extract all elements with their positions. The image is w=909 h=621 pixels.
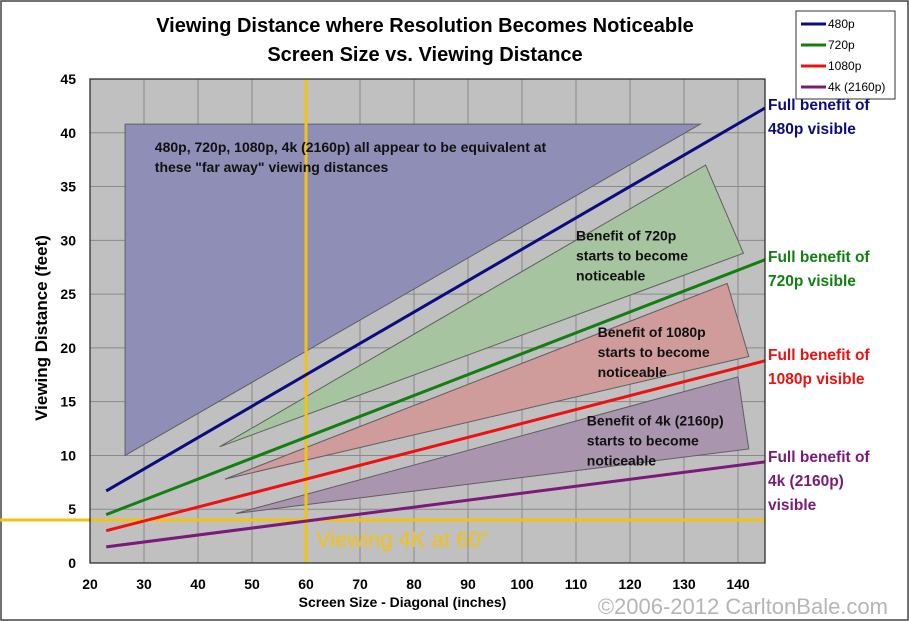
legend-label: 480p [828,17,855,31]
y-tick-label: 0 [68,555,76,571]
region-benefit-720p [219,164,745,448]
x-tick-label: 140 [726,576,750,592]
x-tick-label: 100 [510,576,534,592]
series-line-1080p [105,359,766,533]
region-label-benefit-720p: Benefit of 720p [576,227,676,243]
x-tick-label: 30 [136,576,152,592]
series-line-480p [105,106,766,493]
end-label-480p: 480p visible [768,121,856,138]
end-label-720p: 720p visible [768,273,856,290]
end-label-480p: Full benefit of [768,97,870,114]
chart-title: Viewing Distance where Resolution Become… [156,15,694,37]
y-tick-label: 45 [60,71,76,87]
x-tick-label: 60 [298,576,314,592]
region-label-benefit-1080p: starts to become [598,344,710,360]
region-label-all-equivalent: 480p, 720p, 1080p, 4k (2160p) all appear… [155,139,547,155]
region-label-benefit-4k: Benefit of 4k (2160p) [587,412,724,428]
region-benefit-4k [235,376,750,515]
plot-border [89,78,766,564]
series-line-720p [105,258,766,516]
region-label-benefit-720p: noticeable [576,267,645,283]
y-tick-label: 20 [60,340,76,356]
copyright-text: ©2006-2012 CarltonBale.com [598,594,888,619]
end-label-720p: Full benefit of [768,249,870,266]
region-label-benefit-1080p: Benefit of 1080p [598,324,706,340]
region-label-benefit-1080p: noticeable [598,364,667,380]
region-label-benefit-4k: noticeable [587,452,656,468]
chart-subtitle: Screen Size vs. Viewing Distance [267,44,582,66]
end-label-4k-2160p-: Full benefit of [768,449,870,466]
region-label-benefit-4k: starts to become [587,432,699,448]
x-tick-label: 90 [460,576,476,592]
x-tick-label: 130 [672,576,696,592]
y-tick-label: 10 [60,447,76,463]
x-tick-label: 110 [565,576,588,592]
legend-box [795,10,896,100]
legend-label: 1080p [828,59,862,73]
region-label-all-equivalent: these "far away" viewing distances [155,159,389,175]
x-tick-label: 120 [618,576,642,592]
end-label-4k-2160p-: visible [768,497,817,514]
y-axis-label: Viewing Distance (feet) [32,235,51,421]
x-axis-label: Screen Size - Diagonal (inches) [299,594,507,610]
region-benefit-1080p [224,282,750,480]
series-line-4k-2160p- [106,460,766,549]
legend-label: 720p [828,38,855,52]
y-tick-label: 15 [60,394,76,410]
y-tick-label: 25 [60,286,76,302]
x-tick-label: 40 [190,576,206,592]
x-tick-label: 70 [352,576,368,592]
region-all-equivalent [124,123,703,457]
end-label-1080p: 1080p visible [768,371,865,388]
y-tick-label: 35 [60,179,76,195]
y-tick-label: 5 [68,501,76,517]
end-label-4k-2160p-: 4k (2160p) [768,473,844,490]
x-tick-label: 80 [406,576,422,592]
legend-label: 4k (2160p) [828,80,885,94]
reference-label: Viewing 4K at 60” [316,527,488,552]
x-tick-label: 20 [82,576,98,592]
x-tick-label: 50 [244,576,260,592]
end-label-1080p: Full benefit of [768,347,870,364]
region-label-benefit-720p: starts to become [576,247,688,263]
plot-area: 480p, 720p, 1080p, 4k (2160p) all appear… [0,10,896,610]
y-tick-label: 40 [60,125,76,141]
y-tick-label: 30 [60,232,76,248]
